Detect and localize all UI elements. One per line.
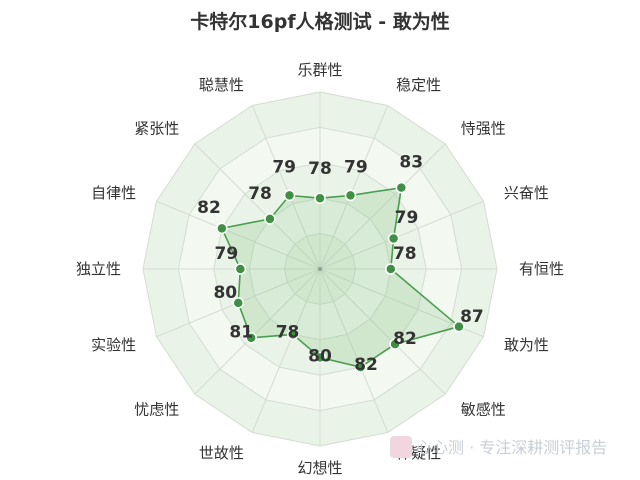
data-point [453,320,465,333]
axis-label: 乐群性 [297,61,342,79]
axis-label: 世故性 [199,444,244,462]
data-point [385,263,397,275]
axis-label: 有恒性 [519,260,564,278]
axis-spoke [194,268,321,395]
axis-label: 忧虑性 [134,401,179,419]
data-label: 79 [215,244,239,264]
axis-label: 聪慧性 [199,76,244,94]
data-label: 78 [248,184,272,204]
data-point [234,263,247,275]
data-point [387,232,400,245]
axis-label: 实验性 [91,336,136,354]
data-label: 79 [272,157,296,177]
data-label: 81 [229,323,253,343]
axis-spoke [194,143,321,270]
axis-label: 自律性 [91,184,136,202]
data-point [395,181,408,194]
data-label: 83 [399,153,423,173]
axis-spoke [319,268,389,433]
data-label: 80 [213,283,237,303]
axis-label: 敢为性 [504,336,549,354]
axis-label: 独立性 [76,260,121,278]
data-point [314,192,326,204]
data-label: 87 [460,307,484,327]
data-point [344,189,357,202]
radar-points [216,181,465,373]
axis-spoke [319,200,484,270]
data-point [389,338,401,350]
axis-label: 紧张性 [134,119,179,137]
axis-label: 恃强性 [461,119,506,137]
chart-title: 卡特尔16pf人格测试 - 敢为性 [190,10,449,33]
data-label: 78 [276,322,300,342]
center-dot [318,267,322,271]
watermark-logo-icon [390,436,412,458]
axis-spoke [319,143,446,270]
data-point [264,213,276,225]
axis-label: 敏感性 [461,401,506,419]
data-point [354,361,367,373]
data-point [283,189,296,202]
data-label: 78 [393,244,417,264]
data-label: 80 [308,347,332,367]
axis-spoke [319,268,446,395]
axis-label: 兴奋性 [504,184,549,202]
data-label: 82 [393,329,417,349]
data-label: 82 [197,198,221,218]
watermark: 心心测 · 专注深耕测评报告 [390,436,607,458]
axis-spoke [251,105,321,270]
data-label: 82 [354,355,378,375]
axis-spoke [319,105,389,270]
radar-axis-labels: 乐群性稳定性恃强性兴奋性有恒性敢为性敏感性怀疑性幻想性世故性忧虑性实验性独立性自… [76,61,564,477]
axis-label: 幻想性 [297,459,342,477]
axis-spoke [251,268,321,433]
watermark-text: 心心测 · 专注深耕测评报告 [416,438,607,457]
data-label: 79 [395,208,419,228]
data-label: 78 [308,159,332,179]
data-point [314,351,326,364]
data-label: 79 [344,157,368,177]
data-point [232,297,244,309]
data-point [287,328,299,341]
data-point [245,332,257,344]
axis-label: 稳定性 [396,76,441,94]
data-point [216,222,228,235]
axis-spoke [156,200,321,270]
